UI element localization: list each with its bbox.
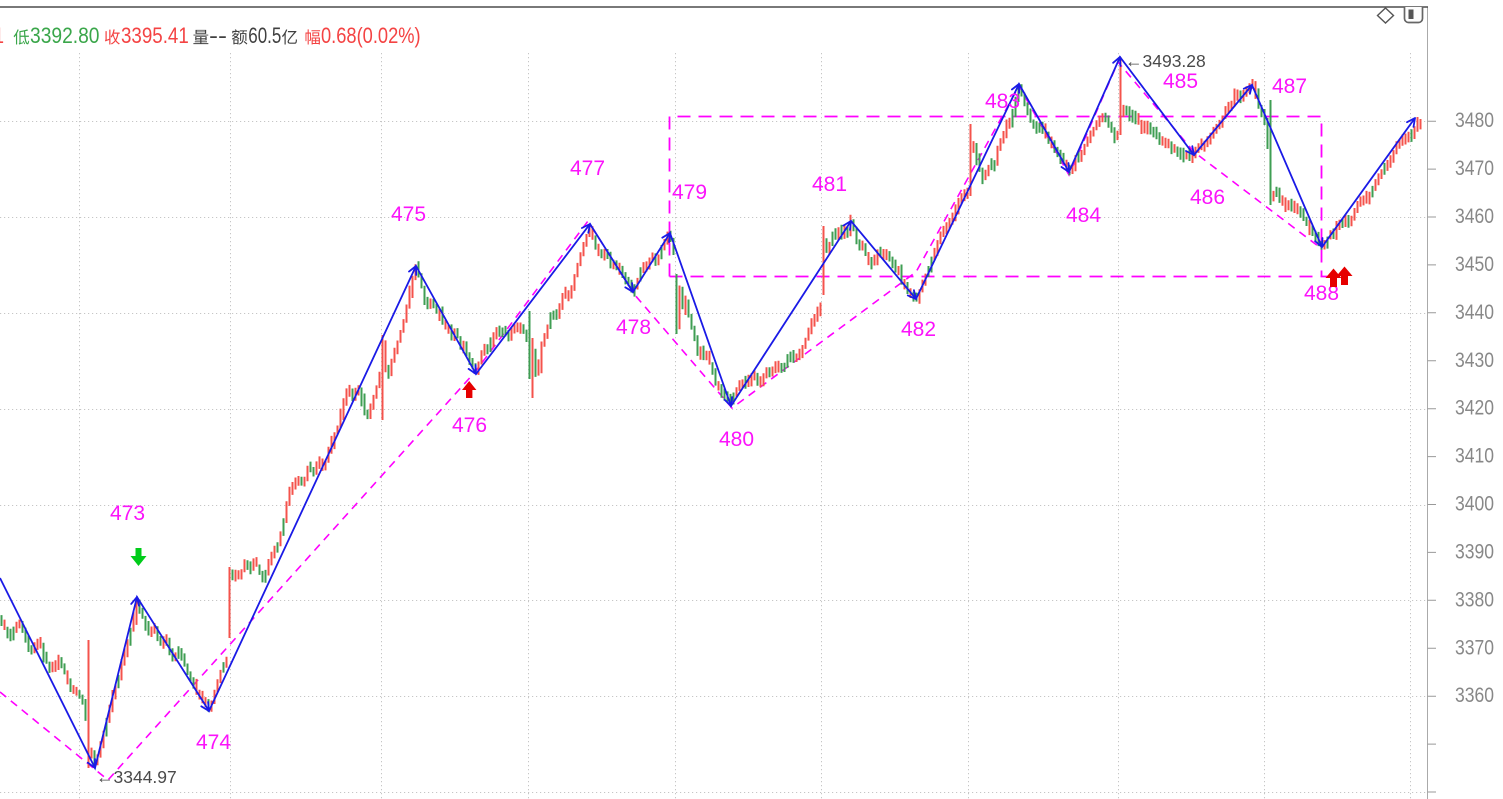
svg-text:3400: 3400 (1455, 493, 1494, 516)
svg-text:←3344.97: ←3344.97 (96, 767, 177, 787)
svg-text:3370: 3370 (1455, 636, 1494, 659)
svg-text:3390: 3390 (1455, 540, 1494, 563)
svg-text:482: 482 (901, 318, 936, 341)
svg-text:1: 1 (0, 23, 4, 48)
svg-text:485: 485 (1163, 70, 1198, 93)
svg-text:480: 480 (719, 428, 754, 451)
svg-text:487: 487 (1272, 75, 1307, 98)
svg-text:478: 478 (616, 316, 651, 339)
svg-text:3410: 3410 (1455, 445, 1494, 468)
svg-text:3430: 3430 (1455, 349, 1494, 372)
svg-text:0.68(0.02%): 0.68(0.02%) (321, 23, 421, 48)
svg-text:3380: 3380 (1455, 588, 1494, 611)
svg-text:488: 488 (1304, 282, 1339, 305)
svg-text:3470: 3470 (1455, 157, 1494, 180)
svg-text:3360: 3360 (1455, 684, 1494, 707)
svg-text:--: -- (209, 23, 227, 48)
svg-text:3460: 3460 (1455, 205, 1494, 228)
svg-text:3420: 3420 (1455, 397, 1494, 420)
svg-text:3395.41: 3395.41 (121, 23, 189, 48)
svg-text:479: 479 (672, 181, 707, 204)
svg-text:484: 484 (1066, 204, 1101, 227)
svg-text:483: 483 (985, 90, 1020, 113)
svg-text:3450: 3450 (1455, 253, 1494, 276)
svg-text:3392.80: 3392.80 (30, 23, 100, 48)
svg-text:476: 476 (452, 414, 487, 437)
svg-text:3440: 3440 (1455, 301, 1494, 324)
svg-text:481: 481 (812, 173, 847, 196)
svg-text:477: 477 (570, 157, 605, 180)
svg-text:486: 486 (1190, 186, 1225, 209)
svg-text:475: 475 (391, 203, 426, 226)
svg-text:60.5: 60.5 (248, 23, 281, 48)
svg-text:3480: 3480 (1455, 109, 1494, 132)
svg-text:←3493.28: ←3493.28 (1125, 51, 1206, 71)
svg-text:474: 474 (196, 731, 231, 754)
svg-text:473: 473 (110, 502, 145, 525)
